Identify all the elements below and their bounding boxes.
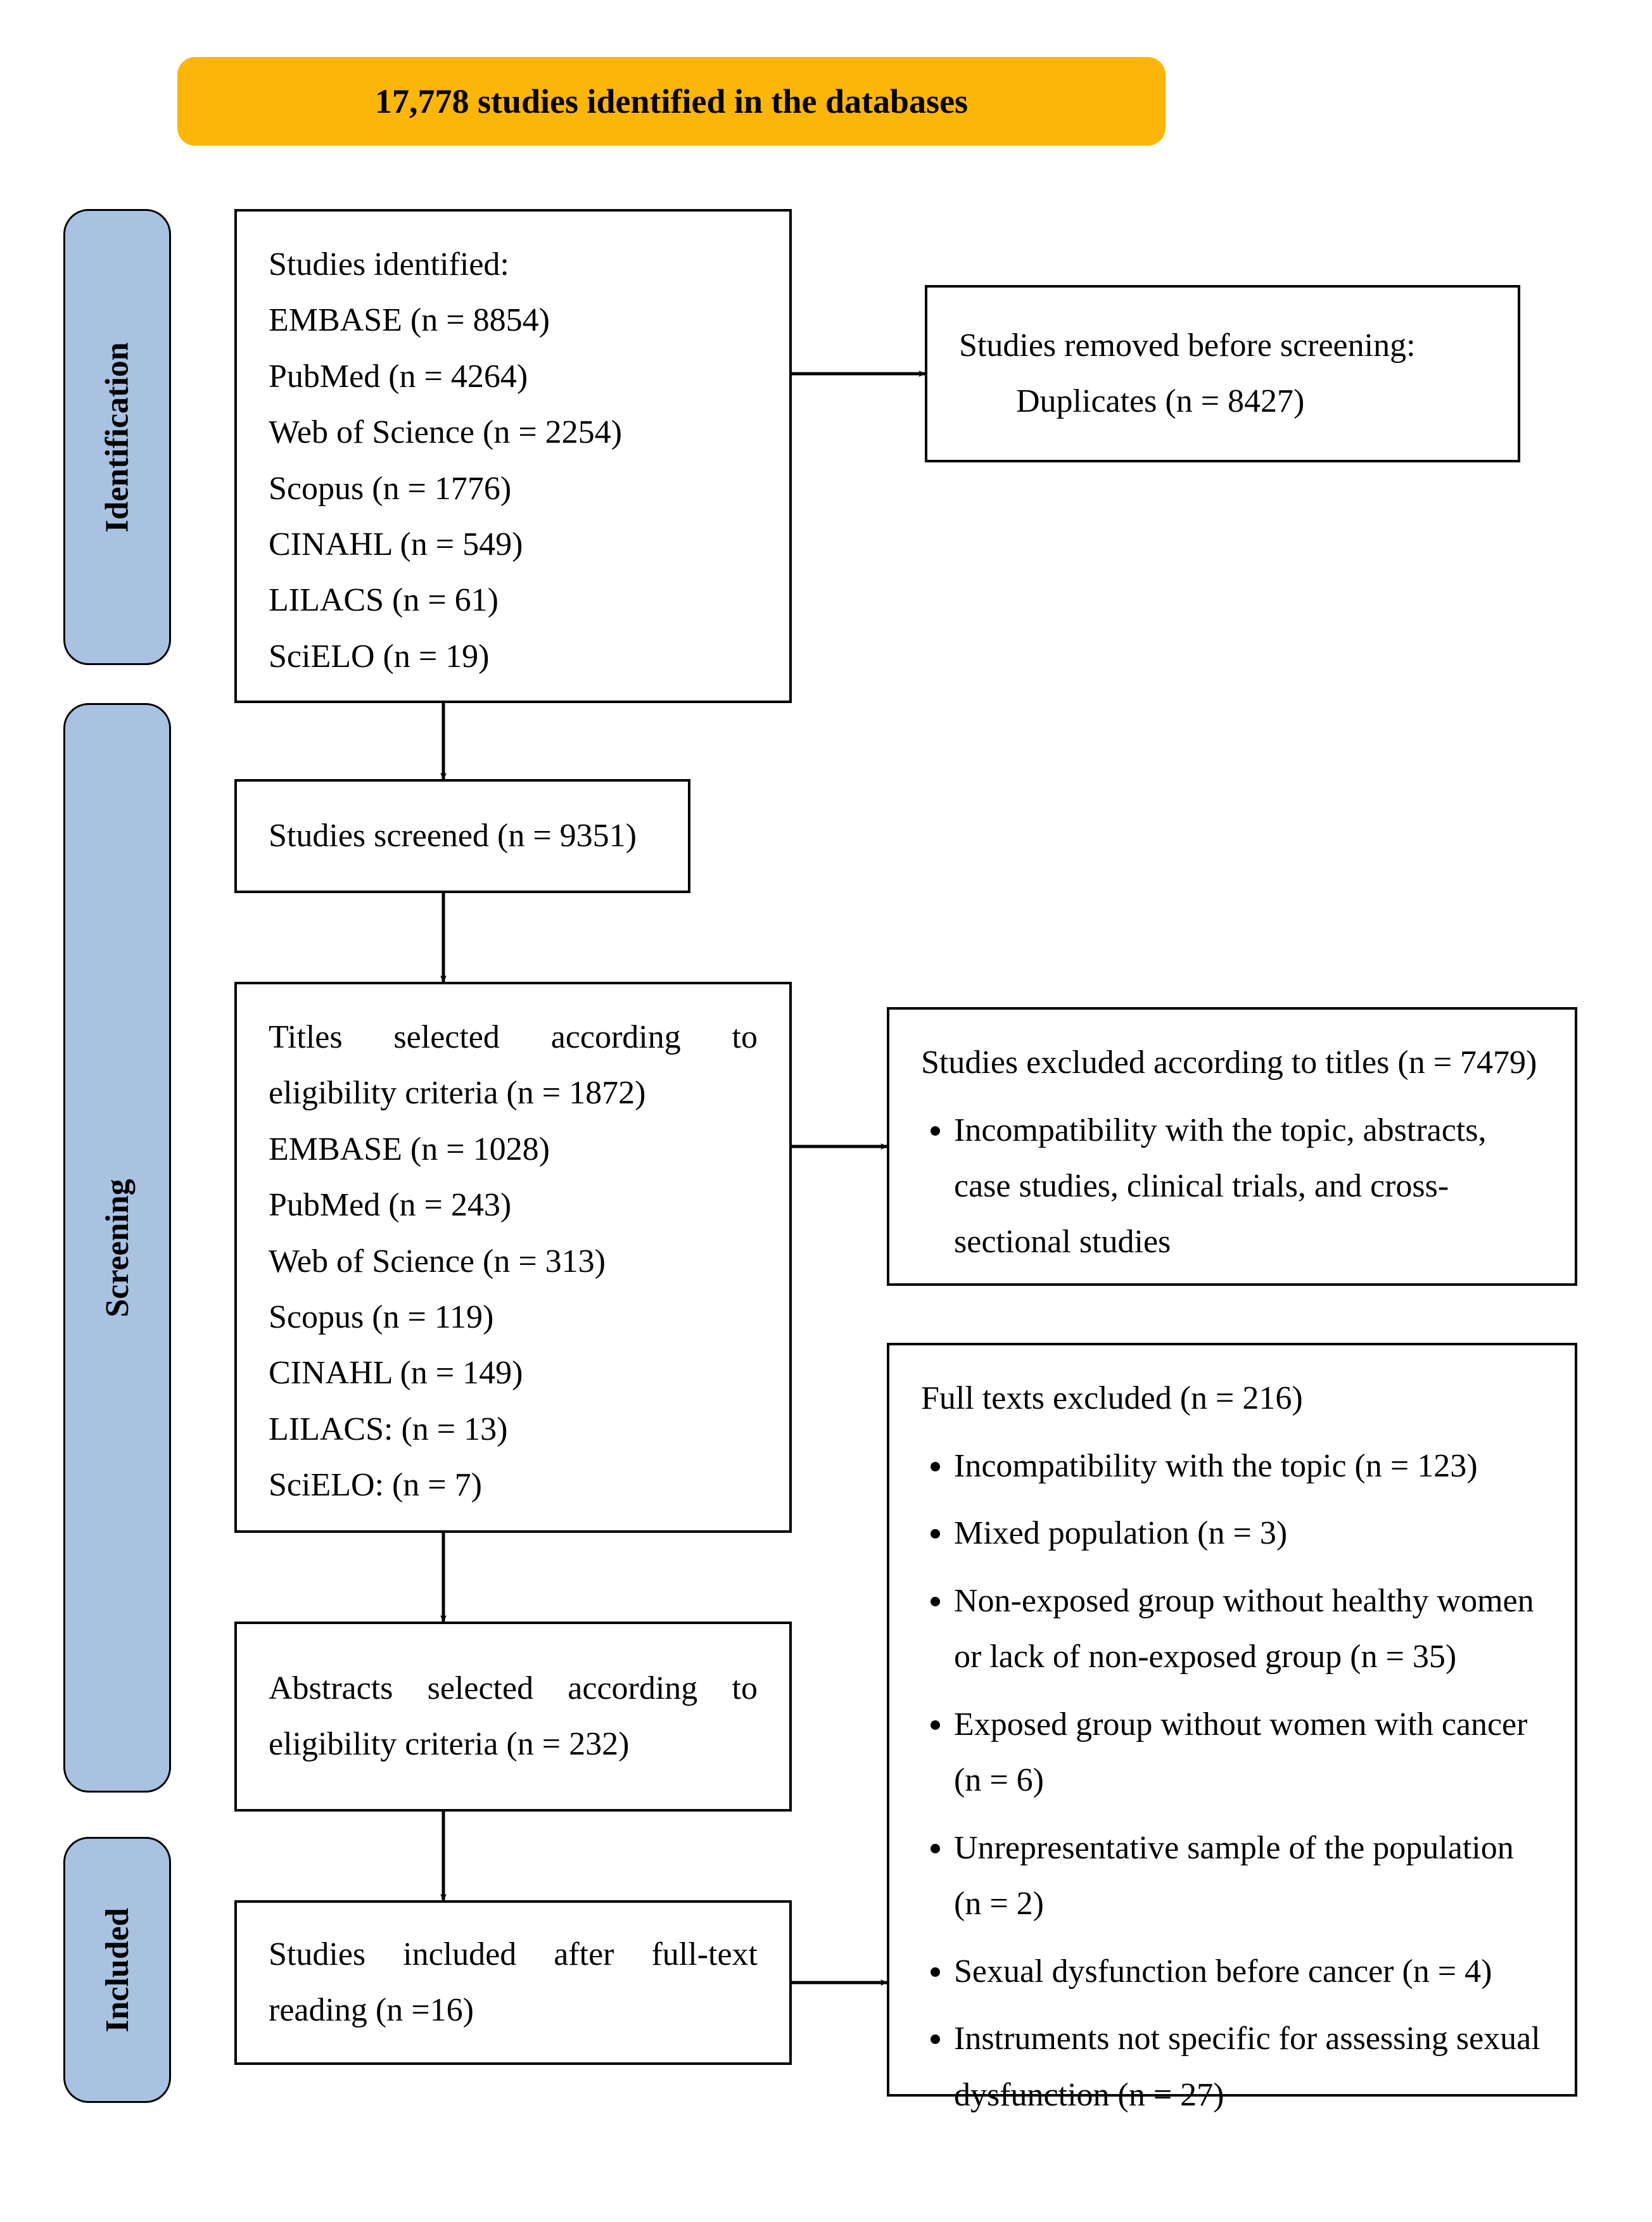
node-header: Titles selected according to eligibility… (269, 1010, 758, 1122)
node-bullet: Exposed group without women with cancer … (954, 1697, 1543, 1809)
node-excluded-titles: Studies excluded according to titles (n … (887, 1007, 1577, 1286)
node-bullet: Non-exposed group without healthy women … (954, 1573, 1543, 1686)
node-bullet: Instruments not specific for assessing s… (954, 2011, 1543, 2123)
node-line: CINAHL (n = 149) (269, 1345, 758, 1401)
node-titles-selected: Titles selected according to eligibility… (234, 982, 792, 1533)
phase-label: Identification (99, 342, 136, 532)
node-line: Web of Science (n = 313) (269, 1234, 758, 1290)
flowchart-canvas: 17,778 studies identified in the databas… (0, 0, 1652, 2222)
node-line: Scopus (n = 119) (269, 1290, 758, 1345)
node-excluded-fulltext: Full texts excluded (n = 216) Incompatib… (887, 1343, 1577, 2097)
node-text: Studies screened (n = 9351) (269, 808, 637, 864)
phase-identification: Identification (63, 209, 171, 665)
node-line: PubMed (n = 243) (269, 1178, 758, 1233)
node-line: Studies removed before screening: (959, 318, 1486, 374)
node-bullet: Incompatibility with the topic, abstract… (954, 1103, 1543, 1271)
phase-screening: Screening (63, 703, 171, 1793)
phase-label: Screening (99, 1179, 136, 1317)
node-bullet: Incompatibility with the topic (n = 123) (954, 1438, 1543, 1494)
phase-included: Included (63, 1837, 171, 2103)
title-banner: 17,778 studies identified in the databas… (177, 57, 1166, 146)
node-studies-identified: Studies identified: EMBASE (n = 8854) Pu… (234, 209, 792, 703)
node-studies-screened: Studies screened (n = 9351) (234, 779, 690, 893)
node-text: Abstracts selected according to eligibil… (269, 1661, 758, 1773)
node-line: SciELO (n = 19) (269, 629, 758, 685)
phase-label: Included (99, 1908, 136, 2033)
node-bullet: Mixed population (n = 3) (954, 1506, 1543, 1561)
node-line: Duplicates (n = 8427) (959, 374, 1486, 429)
node-bullet: Unrepresentative sample of the populatio… (954, 1820, 1543, 1933)
node-line: CINAHL (n = 549) (269, 517, 758, 573)
node-header: Studies excluded according to titles (n … (921, 1035, 1543, 1091)
node-line: PubMed (n = 4264) (269, 349, 758, 405)
node-text: Studies included after full-text reading… (269, 1927, 758, 2039)
node-abstracts-selected: Abstracts selected according to eligibil… (234, 1622, 792, 1812)
node-header: Studies identified: (269, 237, 758, 293)
node-line: LILACS (n = 61) (269, 573, 758, 628)
node-line: EMBASE (n = 1028) (269, 1122, 758, 1178)
node-line: SciELO: (n = 7) (269, 1457, 758, 1513)
node-studies-removed: Studies removed before screening: Duplic… (925, 285, 1520, 462)
node-header: Full texts excluded (n = 216) (921, 1371, 1543, 1426)
banner-text: 17,778 studies identified in the databas… (375, 82, 968, 121)
node-line: EMBASE (n = 8854) (269, 293, 758, 348)
node-line: Web of Science (n = 2254) (269, 405, 758, 460)
node-line: Scopus (n = 1776) (269, 461, 758, 517)
node-line: LILACS: (n = 13) (269, 1402, 758, 1457)
node-studies-included: Studies included after full-text reading… (234, 1900, 792, 2065)
node-bullet: Sexual dysfunction before cancer (n = 4) (954, 1944, 1543, 2000)
